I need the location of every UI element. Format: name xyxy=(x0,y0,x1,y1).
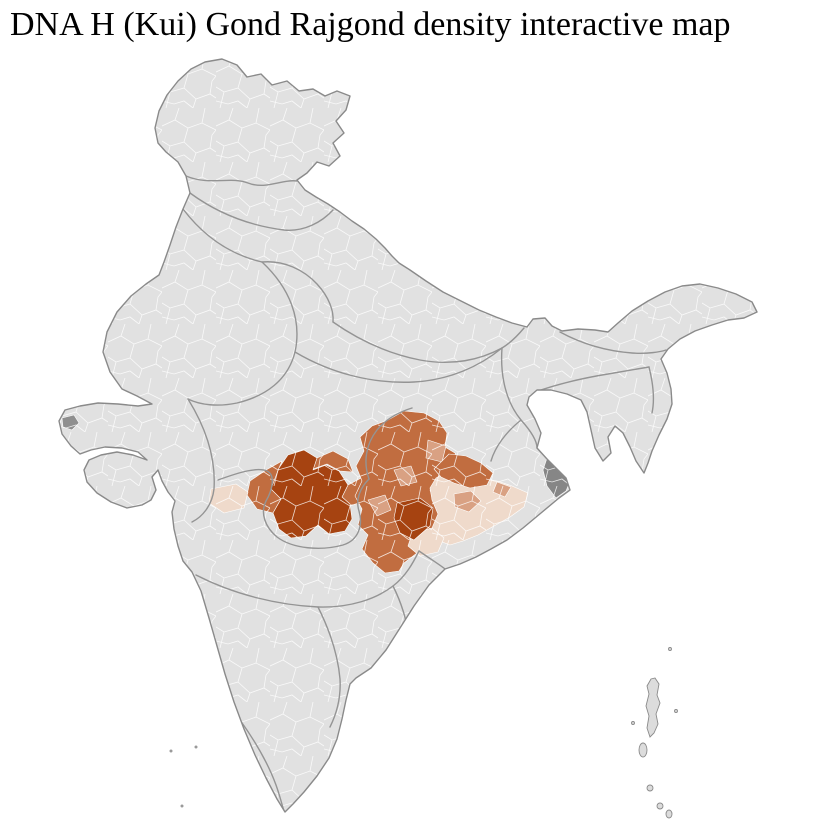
island-blob xyxy=(638,742,648,758)
state-borders xyxy=(182,175,667,812)
island-speck xyxy=(169,749,173,753)
island-dot xyxy=(631,721,635,725)
map-title: DNA H (Kui) Gond Rajgond density interac… xyxy=(10,6,731,43)
island-speck xyxy=(180,804,184,808)
island-dot xyxy=(656,802,664,810)
lakshadweep-islands xyxy=(169,745,198,808)
island-dot xyxy=(646,784,654,792)
andaman-nicobar-islands xyxy=(631,647,678,819)
island-dot xyxy=(668,647,672,651)
island-speck xyxy=(194,745,198,749)
andaman-main-island xyxy=(645,677,661,738)
district-borders-texture xyxy=(59,59,757,812)
island-dot xyxy=(674,709,678,713)
island-dot xyxy=(665,809,673,819)
